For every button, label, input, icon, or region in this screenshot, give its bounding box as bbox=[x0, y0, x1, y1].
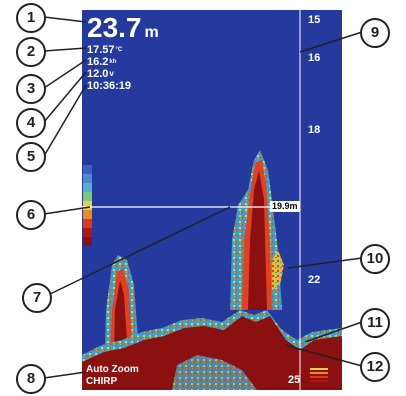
depth-value: 23.7 bbox=[87, 12, 142, 43]
time-value: 10:36:19 bbox=[87, 80, 132, 92]
mini-scale-icon bbox=[310, 368, 328, 382]
depth-scale-label: 25 bbox=[288, 374, 301, 386]
temperature-readout: 17.57°C bbox=[87, 44, 122, 56]
speed-readout: 16.2kh bbox=[87, 56, 116, 68]
transducer-mode-label: CHIRP bbox=[86, 376, 118, 387]
callout-10: 10 bbox=[360, 244, 390, 274]
callout-6: 6 bbox=[16, 200, 46, 230]
voltage-value: 12.0 bbox=[87, 68, 109, 80]
voltage-unit: v bbox=[109, 69, 114, 78]
callout-8: 8 bbox=[16, 364, 46, 394]
callout-12: 12 bbox=[360, 352, 390, 382]
callout-7: 7 bbox=[22, 283, 52, 313]
callout-1: 1 bbox=[16, 3, 46, 33]
temperature-value: 17.57 bbox=[87, 44, 115, 56]
depth-unit: m bbox=[144, 24, 159, 41]
bottom-contour bbox=[82, 316, 342, 390]
color-scale-step bbox=[83, 165, 92, 174]
voltage-readout: 12.0v bbox=[87, 68, 114, 80]
color-scale-step bbox=[83, 228, 92, 237]
speed-value: 16.2 bbox=[87, 56, 109, 68]
callout-5: 5 bbox=[16, 142, 46, 172]
zoom-mode-label: Auto Zoom bbox=[86, 364, 139, 375]
sonar-screen: 23.7 m 17.57°C 16.2kh 12.0v 10:36:19 15 1… bbox=[82, 10, 342, 390]
temperature-unit: °C bbox=[115, 47, 123, 53]
mode-readout: Auto Zoom CHIRP bbox=[86, 364, 139, 388]
depth-scale-label: 16 bbox=[308, 52, 321, 64]
sonar-image bbox=[82, 10, 342, 390]
time-readout: 10:36:19 bbox=[87, 80, 131, 92]
color-scale-step bbox=[83, 201, 92, 210]
color-scale-step bbox=[83, 210, 92, 219]
depth-readout: 23.7 m bbox=[87, 13, 159, 48]
callout-4: 4 bbox=[16, 108, 46, 138]
color-scale-step bbox=[83, 183, 92, 192]
depth-scale-label: 18 bbox=[308, 124, 321, 136]
color-scale-step bbox=[83, 192, 92, 201]
color-scale-step bbox=[83, 237, 92, 246]
gain-color-scale bbox=[83, 165, 92, 246]
callout-11: 11 bbox=[360, 308, 390, 338]
speed-unit: kh bbox=[109, 59, 117, 65]
callout-2: 2 bbox=[16, 37, 46, 67]
callout-9: 9 bbox=[360, 18, 390, 48]
depth-scale-label: 22 bbox=[308, 274, 321, 286]
color-scale-step bbox=[83, 174, 92, 183]
callout-3: 3 bbox=[16, 74, 46, 104]
color-scale-step bbox=[83, 219, 92, 228]
depth-scale-label: 15 bbox=[308, 14, 321, 26]
depth-line-label: 19.9m bbox=[270, 201, 300, 212]
